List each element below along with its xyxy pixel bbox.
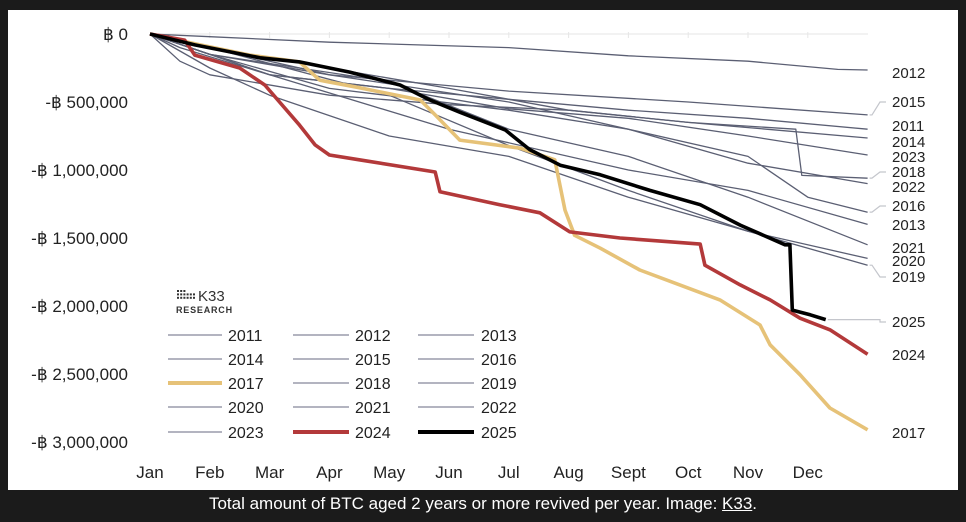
legend-item-2016: 2016	[418, 352, 517, 369]
legend-item-2015: 2015	[293, 352, 391, 369]
legend-label: 2024	[355, 425, 391, 442]
legend-item-2018: 2018	[293, 376, 391, 393]
end-label-2022: 2022	[892, 179, 925, 196]
logo-mark: K33	[198, 288, 225, 305]
leader-line-2019	[869, 264, 886, 278]
legend-item-2025: 2025	[418, 425, 517, 442]
x-tick-label: Apr	[316, 463, 343, 482]
end-label-2019: 2019	[892, 269, 925, 286]
caption-text: Total amount of BTC aged 2 years or more…	[208, 494, 723, 513]
series-line-2021	[149, 33, 868, 246]
x-tick-label: May	[373, 463, 406, 482]
legend-item-2023: 2023	[168, 425, 264, 442]
legend-item-2011: 2011	[168, 328, 263, 345]
legend-label: 2014	[228, 352, 264, 369]
legend-label: 2015	[355, 352, 391, 369]
series-line-2018	[149, 33, 868, 179]
legend-label: 2021	[355, 400, 391, 417]
legend-item-2020: 2020	[168, 400, 264, 417]
legend-label: 2011	[228, 328, 263, 345]
legend-item-2021: 2021	[293, 400, 391, 417]
x-tick-label: Jul	[498, 463, 520, 482]
end-label-2016: 2016	[892, 198, 925, 215]
leader-line-2016	[869, 205, 886, 213]
series-line-2012	[149, 33, 868, 71]
legend-item-2019: 2019	[418, 376, 517, 393]
legend-label: 2025	[481, 425, 517, 442]
y-tick-label: -฿ 2,000,000	[31, 297, 128, 316]
end-label-2021: 2021	[892, 240, 925, 257]
x-tick-label: Nov	[733, 463, 764, 482]
legend-label: 2023	[228, 425, 264, 442]
y-tick-label: -฿ 1,500,000	[31, 229, 128, 248]
image-caption: Total amount of BTC aged 2 years or more…	[0, 491, 966, 517]
legend-label: 2019	[481, 376, 517, 393]
end-label-2020: 2020	[892, 253, 925, 270]
series-line-2024	[149, 32, 869, 356]
legend-label: 2013	[481, 328, 517, 345]
chart-panel	[8, 10, 958, 490]
end-label-2023: 2023	[892, 149, 925, 166]
x-tick-label: Dec	[793, 463, 824, 482]
leader-line-2025	[827, 319, 886, 323]
legend-item-2013: 2013	[418, 328, 517, 345]
series-line-2020	[149, 33, 868, 260]
legend-item-2012: 2012	[293, 328, 391, 345]
k33-link[interactable]: K33	[722, 494, 753, 513]
end-label-2011: 2011	[892, 118, 924, 135]
legend-label: 2018	[355, 376, 391, 393]
x-tick-label: Mar	[255, 463, 285, 482]
y-tick-label: -฿ 3,000,000	[31, 433, 128, 452]
x-tick-label: Jan	[136, 463, 163, 482]
x-tick-label: Feb	[195, 463, 224, 482]
end-label-2017: 2017	[892, 425, 925, 442]
end-label-2013: 2013	[892, 217, 925, 234]
leader-line-2015	[869, 101, 886, 116]
x-tick-label: Oct	[675, 463, 702, 482]
x-tick-label: Aug	[553, 463, 583, 482]
series-line-2023	[149, 33, 868, 156]
legend-item-2022: 2022	[418, 400, 517, 417]
end-label-2015: 2015	[892, 94, 925, 111]
y-tick-label: -฿ 2,500,000	[31, 365, 128, 384]
y-tick-label: -฿ 1,000,000	[31, 161, 128, 180]
x-tick-label: Sept	[611, 463, 646, 482]
legend-label: 2022	[481, 400, 517, 417]
end-label-2018: 2018	[892, 164, 925, 181]
y-tick-label: ฿ 0	[103, 25, 128, 44]
end-label-2012: 2012	[892, 65, 925, 82]
legend-item-2014: 2014	[168, 352, 264, 369]
logo-sub: RESEARCH	[176, 305, 233, 315]
end-label-2024: 2024	[892, 347, 925, 364]
legend-item-2017: 2017	[168, 376, 264, 393]
leader-line-2018	[869, 171, 886, 179]
legend-label: 2020	[228, 400, 264, 417]
end-label-2014: 2014	[892, 134, 925, 151]
legend-item-2024: 2024	[293, 425, 391, 442]
legend-label: 2016	[481, 352, 517, 369]
series-line-2014	[149, 33, 868, 139]
end-label-2025: 2025	[892, 314, 925, 331]
legend-label: 2012	[355, 328, 391, 345]
series-line-2017	[149, 32, 869, 432]
y-tick-label: -฿ 500,000	[45, 93, 128, 112]
series-line-2019	[149, 33, 868, 266]
caption-end: .	[752, 494, 758, 513]
series-line-2015	[149, 33, 868, 116]
legend-label: 2017	[228, 376, 264, 393]
series-line-2025	[149, 32, 827, 322]
x-tick-label: Jun	[435, 463, 462, 482]
